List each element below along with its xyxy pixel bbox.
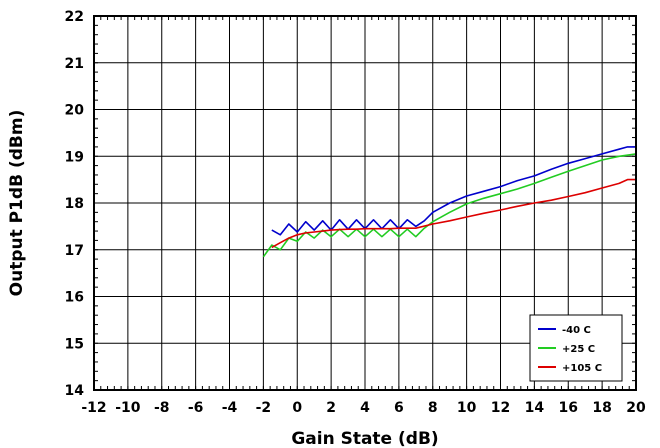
series-line — [271, 146, 636, 236]
y-tick-label: 20 — [65, 103, 85, 119]
series-layer — [262, 146, 637, 258]
y-axis-label: Output P1dB (dBm) — [7, 110, 27, 297]
legend-label: +25 C — [562, 344, 595, 355]
y-tick-labels: 14 15 16 17 18 19 20 21 22 — [65, 9, 85, 399]
x-tick-label: 0 — [292, 400, 302, 416]
x-tick-label: 20 — [626, 400, 646, 416]
x-tick-label: -4 — [222, 400, 238, 416]
y-tick-label: 22 — [65, 9, 84, 25]
y-tick-label: 18 — [65, 196, 84, 212]
x-tick-label: -2 — [256, 400, 272, 416]
plot-frame — [93, 15, 637, 391]
legend-label: +105 C — [562, 363, 602, 374]
y-tick-label: 15 — [65, 336, 84, 352]
legend-label: -40 C — [562, 325, 591, 336]
x-tick-label: 14 — [525, 400, 545, 416]
x-tick-label: -12 — [81, 400, 106, 416]
x-tick-label: -10 — [115, 400, 141, 416]
legend: -40 C +25 C +105 C — [529, 314, 623, 382]
y-tick-label: 14 — [65, 383, 85, 399]
x-tick-label: 2 — [326, 400, 336, 416]
x-tick-label: -6 — [188, 400, 204, 416]
x-tick-label: 12 — [491, 400, 510, 416]
y-tick-label: 21 — [65, 56, 84, 72]
y-tick-label: 16 — [65, 290, 84, 306]
x-tick-label: 4 — [360, 400, 370, 416]
x-tick-label: 16 — [559, 400, 578, 416]
x-tick-label: 8 — [428, 400, 438, 416]
y-tick-label: 17 — [65, 243, 84, 259]
x-tick-labels: -12 -10 -8 -6 -4 -2 0 2 4 6 8 10 12 14 16 18 20 — [81, 400, 646, 416]
series-line — [262, 153, 637, 258]
x-tick-label: 18 — [592, 400, 611, 416]
series-line — [271, 178, 636, 249]
x-axis-label: Gain State (dB) — [291, 429, 438, 448]
x-tick-label: -8 — [154, 400, 170, 416]
y-tick-label: 19 — [65, 149, 84, 165]
x-tick-label: 6 — [394, 400, 404, 416]
x-tick-label: 10 — [457, 400, 477, 416]
